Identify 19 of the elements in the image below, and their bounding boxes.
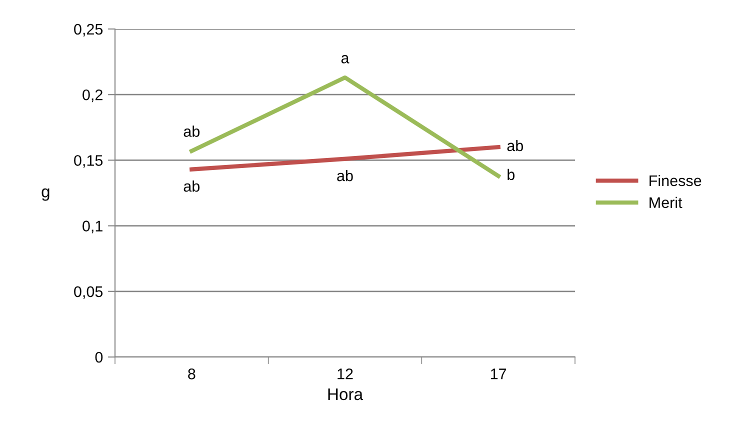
y-tick-label: 0,2	[82, 89, 102, 102]
x-tick-label: 17	[491, 368, 506, 380]
annotation: ab	[337, 170, 353, 182]
x-tick-label: 12	[338, 368, 353, 380]
annotation: ab	[507, 140, 524, 152]
y-tick-label: 0,05	[74, 286, 103, 299]
annotation: a	[341, 55, 350, 64]
y-tick-label: 0,25	[74, 24, 103, 36]
annotation: ab	[184, 180, 200, 192]
legend-label: Finesse	[650, 174, 702, 186]
x-axis-title: Hora	[328, 388, 364, 400]
annotation: ab	[184, 126, 200, 137]
y-tick-label: 0,15	[74, 155, 103, 168]
x-tick-label: 8	[188, 368, 196, 380]
y-tick-label: 0,1	[82, 220, 102, 234]
y-axis-title: g	[42, 188, 50, 201]
legend-label: Merit	[650, 196, 682, 208]
annotation: b	[508, 168, 515, 180]
y-tick-label: 0	[95, 352, 103, 363]
